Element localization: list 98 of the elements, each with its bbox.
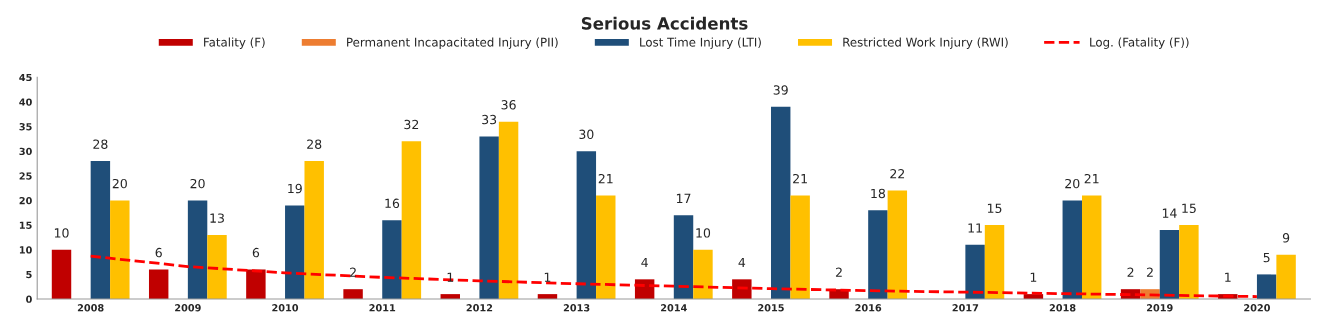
bar (1159, 230, 1180, 300)
y-tick-label: 25 (19, 172, 32, 180)
bar (187, 200, 208, 300)
x-tick-label: 2016 (855, 304, 882, 312)
x-tick-label: 2010 (272, 304, 299, 312)
data-label: 21 (1084, 173, 1099, 184)
x-tick-label: 2008 (77, 304, 104, 312)
y-tick-label: 0 (26, 295, 32, 303)
bar (868, 210, 888, 300)
bar (1062, 200, 1082, 300)
bar (285, 205, 305, 300)
data-label: 1 (544, 272, 551, 282)
data-label: 10 (696, 228, 711, 238)
data-label: 5 (1263, 252, 1270, 263)
x-tick-label: 2013 (563, 304, 590, 312)
bar (304, 161, 324, 300)
legend-label: Fatality (F) (204, 37, 265, 49)
data-label: 2 (1146, 267, 1153, 277)
bar (887, 190, 908, 300)
y-tick-label: 45 (19, 73, 32, 82)
x-tick-label: 2017 (952, 304, 979, 312)
data-label: 19 (288, 183, 302, 194)
x-tick-label: 2011 (369, 304, 396, 312)
data-label: 22 (890, 169, 905, 179)
data-label: 18 (871, 188, 885, 199)
data-label: 11 (968, 223, 982, 233)
bar (984, 225, 1005, 300)
y-tick-label: 40 (19, 98, 32, 106)
data-label: 28 (307, 139, 322, 149)
data-label: 16 (385, 198, 400, 209)
y-tick-label: 15 (19, 221, 32, 229)
bar (401, 141, 422, 300)
bar (732, 279, 752, 300)
bar (207, 234, 227, 300)
chart-title: Serious Accidents (581, 16, 748, 30)
data-label: 6 (155, 247, 162, 258)
data-label: 4 (641, 257, 648, 268)
bar (343, 289, 363, 300)
legend-label: Log. (Fatality (F)) (1090, 37, 1189, 49)
x-tick-label: 2009 (175, 304, 201, 312)
bar (246, 269, 266, 300)
bar (576, 151, 597, 300)
data-label: 30 (579, 129, 594, 140)
x-tick-label: 2012 (466, 304, 493, 312)
y-tick-label: 10 (19, 246, 32, 254)
bar (770, 106, 791, 300)
bar (90, 161, 111, 300)
data-label: 13 (210, 213, 224, 223)
bar (1082, 195, 1102, 300)
data-label: 14 (1162, 208, 1177, 218)
legend-label: Lost Time Injury (LTI) (640, 37, 761, 49)
data-label: 2 (350, 267, 356, 277)
data-label: 2 (835, 267, 842, 277)
x-tick-label: 2020 (1244, 304, 1270, 312)
data-label: 6 (252, 247, 260, 258)
y-tick-label: 30 (19, 147, 32, 156)
data-label: 20 (112, 178, 127, 189)
legend-label: Restricted Work Injury (RWI) (843, 37, 1008, 49)
data-label: 10 (54, 228, 69, 238)
data-label: 20 (190, 178, 205, 189)
data-label: 33 (482, 114, 497, 125)
bar (382, 220, 402, 300)
y-tick-label: 35 (19, 123, 32, 131)
bar (596, 195, 616, 300)
bar (1179, 225, 1199, 300)
legend-label: Permanent Incapacitated Injury (PII) (347, 37, 558, 49)
x-tick-label: 2014 (661, 304, 687, 312)
bar (479, 136, 499, 300)
x-tick-label: 2015 (758, 304, 784, 312)
data-label: 17 (676, 193, 691, 203)
data-label: 1 (1030, 272, 1037, 282)
bar (110, 200, 130, 300)
data-label: 28 (93, 139, 108, 149)
bar (148, 269, 169, 300)
x-tick-label: 2018 (1049, 304, 1076, 312)
data-label: 15 (987, 203, 1002, 213)
data-label: 9 (1282, 233, 1290, 243)
data-label: 32 (404, 119, 419, 130)
bar (1256, 274, 1277, 300)
data-label: 20 (1065, 178, 1080, 189)
y-tick-label: 5 (26, 271, 32, 279)
bar (790, 195, 810, 300)
bar (693, 249, 713, 300)
data-label: 21 (598, 173, 613, 184)
data-label: 21 (793, 173, 807, 184)
y-tick-label: 20 (19, 196, 32, 205)
bar (51, 249, 72, 300)
bar (673, 215, 694, 300)
bar (1276, 254, 1296, 300)
data-label: 2 (1127, 267, 1134, 277)
bar (965, 244, 985, 300)
data-label: 39 (773, 85, 788, 95)
bar (498, 121, 519, 300)
data-label: 4 (738, 257, 746, 268)
data-label: 1 (1225, 272, 1231, 282)
x-tick-label: 2019 (1146, 304, 1173, 312)
data-label: 36 (501, 100, 516, 110)
data-label: 15 (1182, 203, 1196, 213)
